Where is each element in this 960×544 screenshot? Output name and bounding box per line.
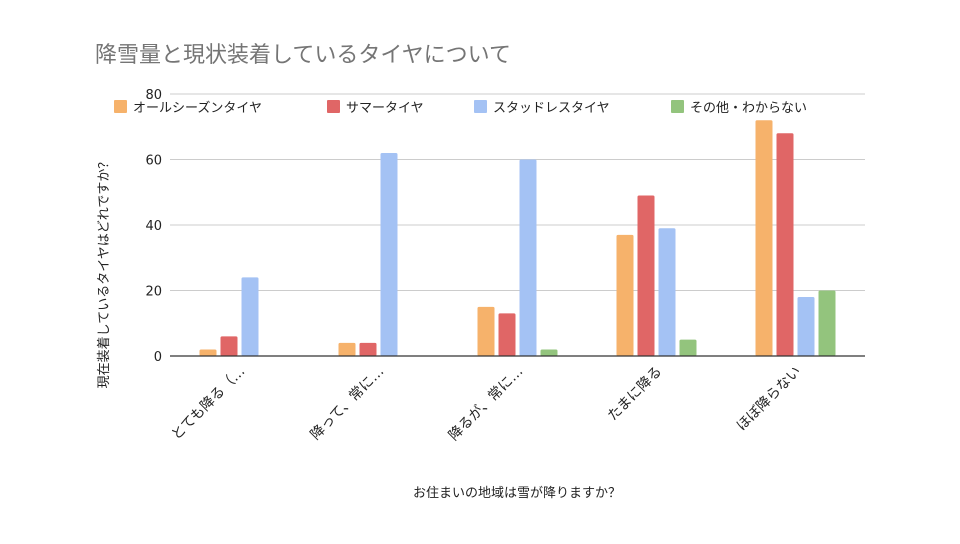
bar[interactable]	[616, 234, 634, 356]
bar[interactable]	[380, 152, 398, 356]
y-tick-label: 0	[154, 350, 162, 365]
legend-swatch	[327, 100, 340, 113]
bar[interactable]	[818, 290, 836, 357]
y-axis-title: 現在装着しているタイヤはどれですか？	[96, 156, 112, 389]
bar[interactable]	[498, 313, 516, 356]
gridlines	[170, 93, 865, 291]
legend-item[interactable]: スタッドレスタイヤ	[474, 100, 610, 116]
legend-label: スタッドレスタイヤ	[493, 101, 610, 116]
bar[interactable]	[679, 339, 697, 356]
bar[interactable]	[637, 195, 655, 356]
bar[interactable]	[220, 336, 238, 356]
legend-label: サマータイヤ	[346, 101, 424, 116]
bar[interactable]	[519, 159, 537, 357]
legend-item[interactable]: その他・わからない	[671, 100, 807, 116]
x-axis-title: お住まいの地域は雪が降りますか？	[413, 486, 621, 501]
legend-label: その他・わからない	[690, 101, 807, 116]
bar[interactable]	[477, 306, 495, 356]
bar[interactable]	[755, 120, 773, 356]
y-tick-label: 20	[145, 285, 162, 300]
bar[interactable]	[797, 297, 815, 356]
legend-swatch	[114, 100, 127, 113]
bar[interactable]	[359, 342, 377, 356]
y-tick-label: 40	[145, 219, 162, 234]
legend-swatch	[474, 100, 487, 113]
legend[interactable]: オールシーズンタイヤ サマータイヤ スタッドレスタイヤ その他・わからない	[114, 100, 807, 116]
bar[interactable]	[338, 342, 356, 356]
legend-item[interactable]: サマータイヤ	[327, 100, 424, 116]
bar[interactable]	[241, 277, 259, 356]
y-tick-labels: 0 20 40 60 80	[145, 88, 162, 365]
bar[interactable]	[776, 133, 794, 356]
bar[interactable]	[658, 228, 676, 356]
y-tick-label: 80	[145, 88, 162, 103]
bar[interactable]	[199, 349, 217, 356]
bars	[199, 120, 836, 357]
legend-swatch	[671, 100, 684, 113]
y-tick-label: 60	[145, 154, 162, 169]
legend-item[interactable]: オールシーズンタイヤ	[114, 100, 262, 116]
chart-title: 降雪量と現状装着しているタイヤについて	[95, 43, 511, 68]
bar[interactable]	[540, 349, 558, 356]
legend-label: オールシーズンタイヤ	[133, 100, 262, 116]
